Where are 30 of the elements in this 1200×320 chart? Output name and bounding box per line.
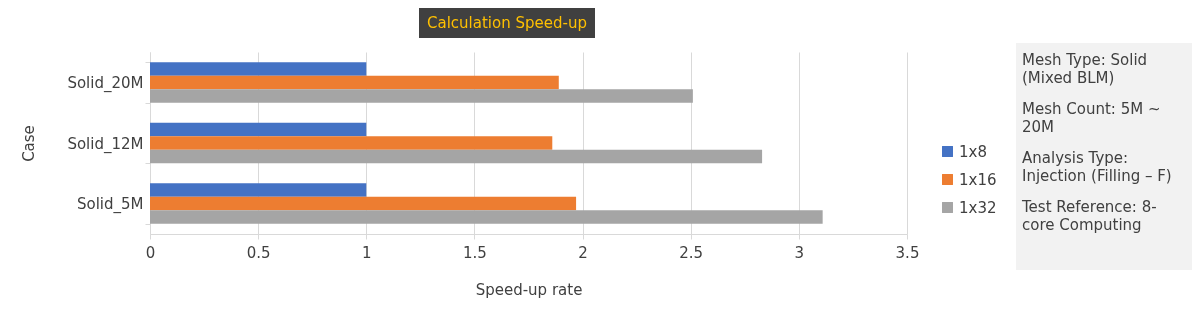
text: Test Reference: 8-core Computing (1022, 198, 1158, 234)
x-tick-label: 3.5 (895, 243, 920, 262)
bar (150, 136, 553, 150)
x-tick-label: 1.5 (463, 243, 487, 262)
bar (150, 75, 559, 90)
y-tick-label: Solid_20M (67, 74, 144, 94)
x-tick-label: 2 (578, 243, 588, 262)
y-axis-title: Case (20, 125, 39, 162)
bar (150, 122, 367, 137)
x-tick-label: 1 (362, 243, 372, 262)
legend-label: 1x32 (959, 198, 997, 217)
x-tick-label: 3 (794, 243, 805, 262)
bar (150, 149, 763, 164)
text: Mesh Count: 5M ~ 20M (1022, 100, 1162, 136)
bar (150, 210, 823, 224)
x-tick-label: 0.5 (246, 243, 271, 262)
x-tick-label: 0 (145, 243, 156, 262)
y-tick-label: Solid_5M (76, 194, 144, 214)
bar (150, 196, 577, 211)
text: Analysis Type: Injection (Filling – F) (1022, 149, 1173, 185)
chart-title: Calculation Speed-up (419, 8, 595, 38)
legend-label: 1x16 (959, 170, 997, 189)
text: Mesh Type: Solid (Mixed BLM) (1022, 51, 1149, 87)
x-tick-label: 2.5 (679, 243, 704, 262)
bar (150, 62, 367, 76)
legend-label: 1x8 (959, 142, 987, 161)
x-axis-title: Speed-up rate (475, 280, 583, 299)
bar (150, 89, 693, 103)
bar (150, 183, 367, 197)
y-tick-label: Solid_12M (67, 134, 144, 154)
